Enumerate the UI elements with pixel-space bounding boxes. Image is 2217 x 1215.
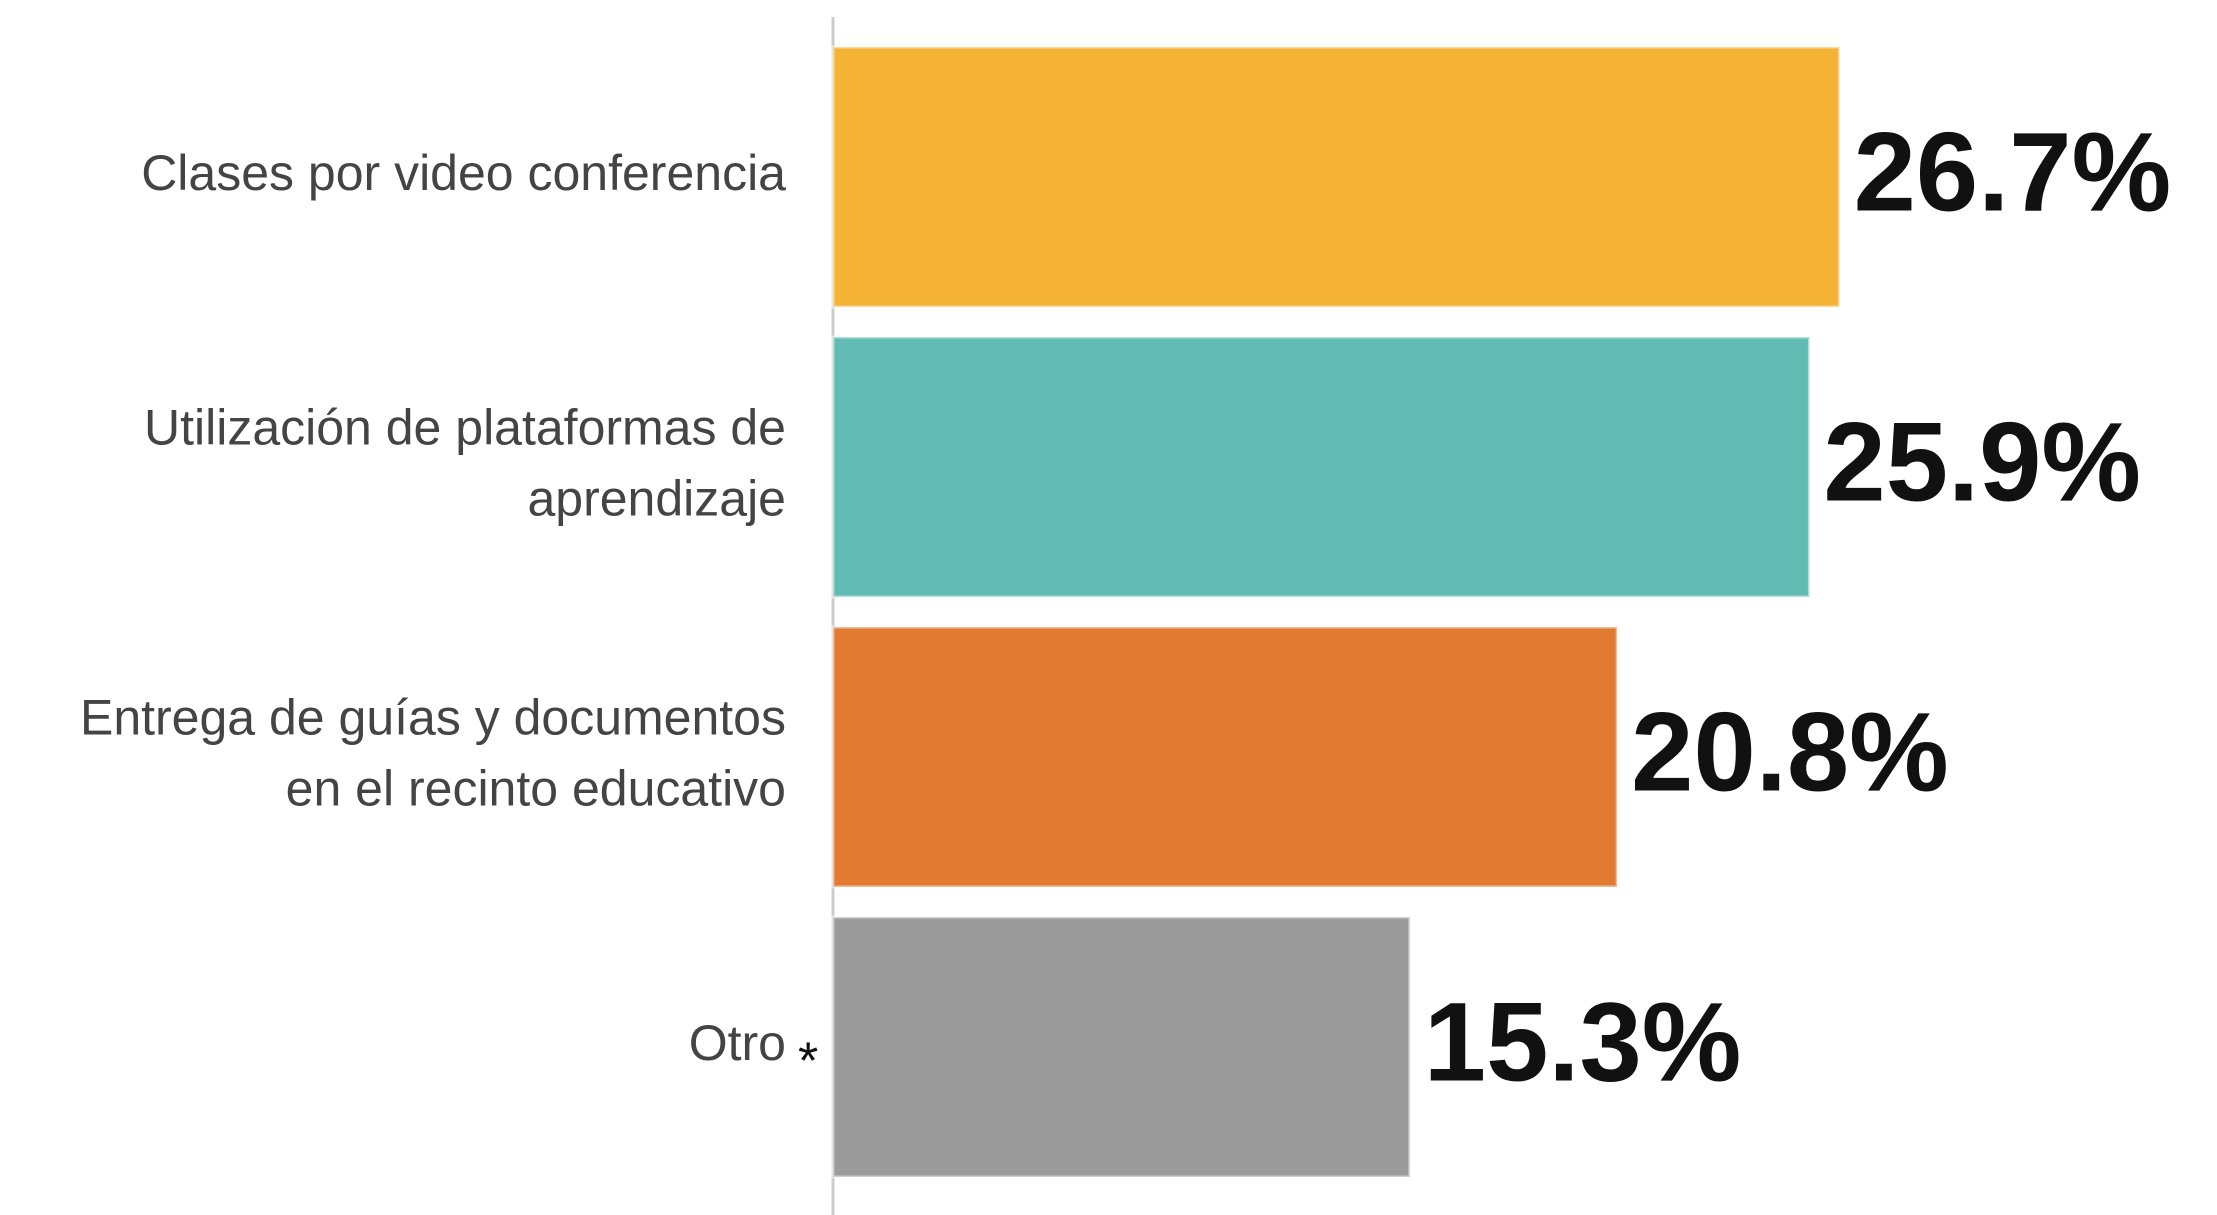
value-label: 26.7% [1854,110,2172,235]
category-label: en el recinto educativo [286,761,786,817]
category-label: Otro [689,1015,786,1071]
bar [831,625,1619,889]
category-label: Entrega de guías y documentos [80,690,786,746]
value-label: 15.3% [1424,980,1742,1105]
category-label: Utilización de plataformas de [144,400,786,456]
annotation: * [798,1033,818,1091]
bar [831,45,1842,309]
bar [831,915,1412,1179]
value-label: 20.8% [1631,690,1949,815]
category-label: Clases por video conferencia [141,145,786,201]
category-label: aprendizaje [527,471,786,527]
value-label: 25.9% [1823,400,2141,525]
bar [831,335,1811,599]
